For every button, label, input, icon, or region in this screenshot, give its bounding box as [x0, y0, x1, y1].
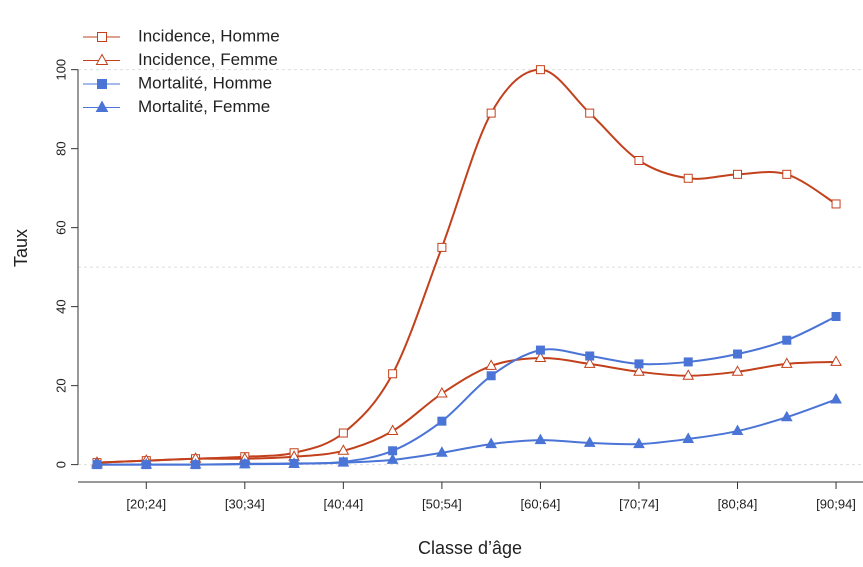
y-tick-label: 60 — [53, 220, 68, 234]
series-line — [97, 398, 837, 466]
legend-marker — [97, 32, 107, 42]
legend-label: Mortalité, Homme — [138, 73, 272, 92]
point — [583, 357, 596, 368]
point — [437, 242, 447, 252]
y-tick-label: 80 — [53, 141, 68, 155]
legend-label: Mortalité, Femme — [138, 97, 270, 116]
point — [534, 351, 547, 362]
point — [682, 432, 695, 443]
point — [535, 345, 545, 355]
point — [780, 357, 793, 368]
point — [337, 444, 350, 455]
x-tick-label: [20;24] — [126, 496, 166, 511]
point — [634, 359, 644, 369]
point — [386, 453, 399, 464]
point — [189, 458, 202, 469]
point — [486, 108, 496, 118]
point — [338, 428, 348, 438]
y-tick-label: 20 — [53, 378, 68, 392]
point — [683, 173, 693, 183]
point — [91, 458, 103, 469]
point — [585, 108, 595, 118]
series-line — [96, 356, 837, 464]
point — [288, 457, 300, 468]
y-axis-label: Taux — [11, 229, 31, 267]
x-tick-label: [60;64] — [521, 496, 561, 511]
point — [386, 424, 399, 436]
point — [683, 357, 693, 367]
legend-label: Incidence, Homme — [138, 26, 280, 45]
point — [830, 392, 842, 404]
point — [633, 365, 645, 376]
point — [831, 312, 841, 322]
point — [733, 169, 743, 179]
point — [583, 436, 596, 447]
point — [634, 156, 644, 166]
point — [633, 437, 645, 449]
point — [782, 169, 792, 179]
point — [682, 369, 695, 380]
point — [140, 458, 153, 469]
point — [388, 369, 398, 379]
point — [238, 457, 251, 469]
x-tick-label: [90;94] — [816, 496, 856, 511]
point — [486, 371, 496, 381]
x-tick-label: [50;54] — [422, 496, 462, 511]
x-tick-label: [40;44] — [323, 496, 363, 511]
point — [535, 65, 545, 75]
y-tick-label: 100 — [53, 59, 68, 81]
point — [437, 416, 447, 426]
point — [780, 410, 793, 422]
point — [731, 365, 744, 376]
x-axis-label: Classe d’âge — [418, 538, 522, 558]
x-tick-label: [80;84] — [718, 496, 758, 511]
point — [485, 359, 498, 370]
legend-label: Incidence, Femme — [138, 50, 278, 69]
point — [830, 355, 842, 366]
point — [831, 199, 841, 209]
legend-marker — [95, 100, 109, 112]
point — [485, 437, 498, 449]
point — [731, 424, 744, 436]
point — [585, 351, 595, 361]
legend-marker — [95, 53, 109, 65]
point — [534, 433, 547, 445]
point — [733, 349, 743, 359]
point — [436, 446, 448, 457]
legend-marker — [97, 79, 107, 89]
y-tick-label: 0 — [53, 461, 68, 468]
point — [436, 386, 448, 398]
x-tick-label: [70;74] — [619, 496, 659, 511]
series-line — [97, 315, 837, 466]
y-tick-label: 40 — [53, 299, 68, 313]
x-tick-label: [30;34] — [225, 496, 265, 511]
point — [337, 456, 350, 467]
series-line — [96, 68, 837, 464]
point — [782, 335, 792, 345]
